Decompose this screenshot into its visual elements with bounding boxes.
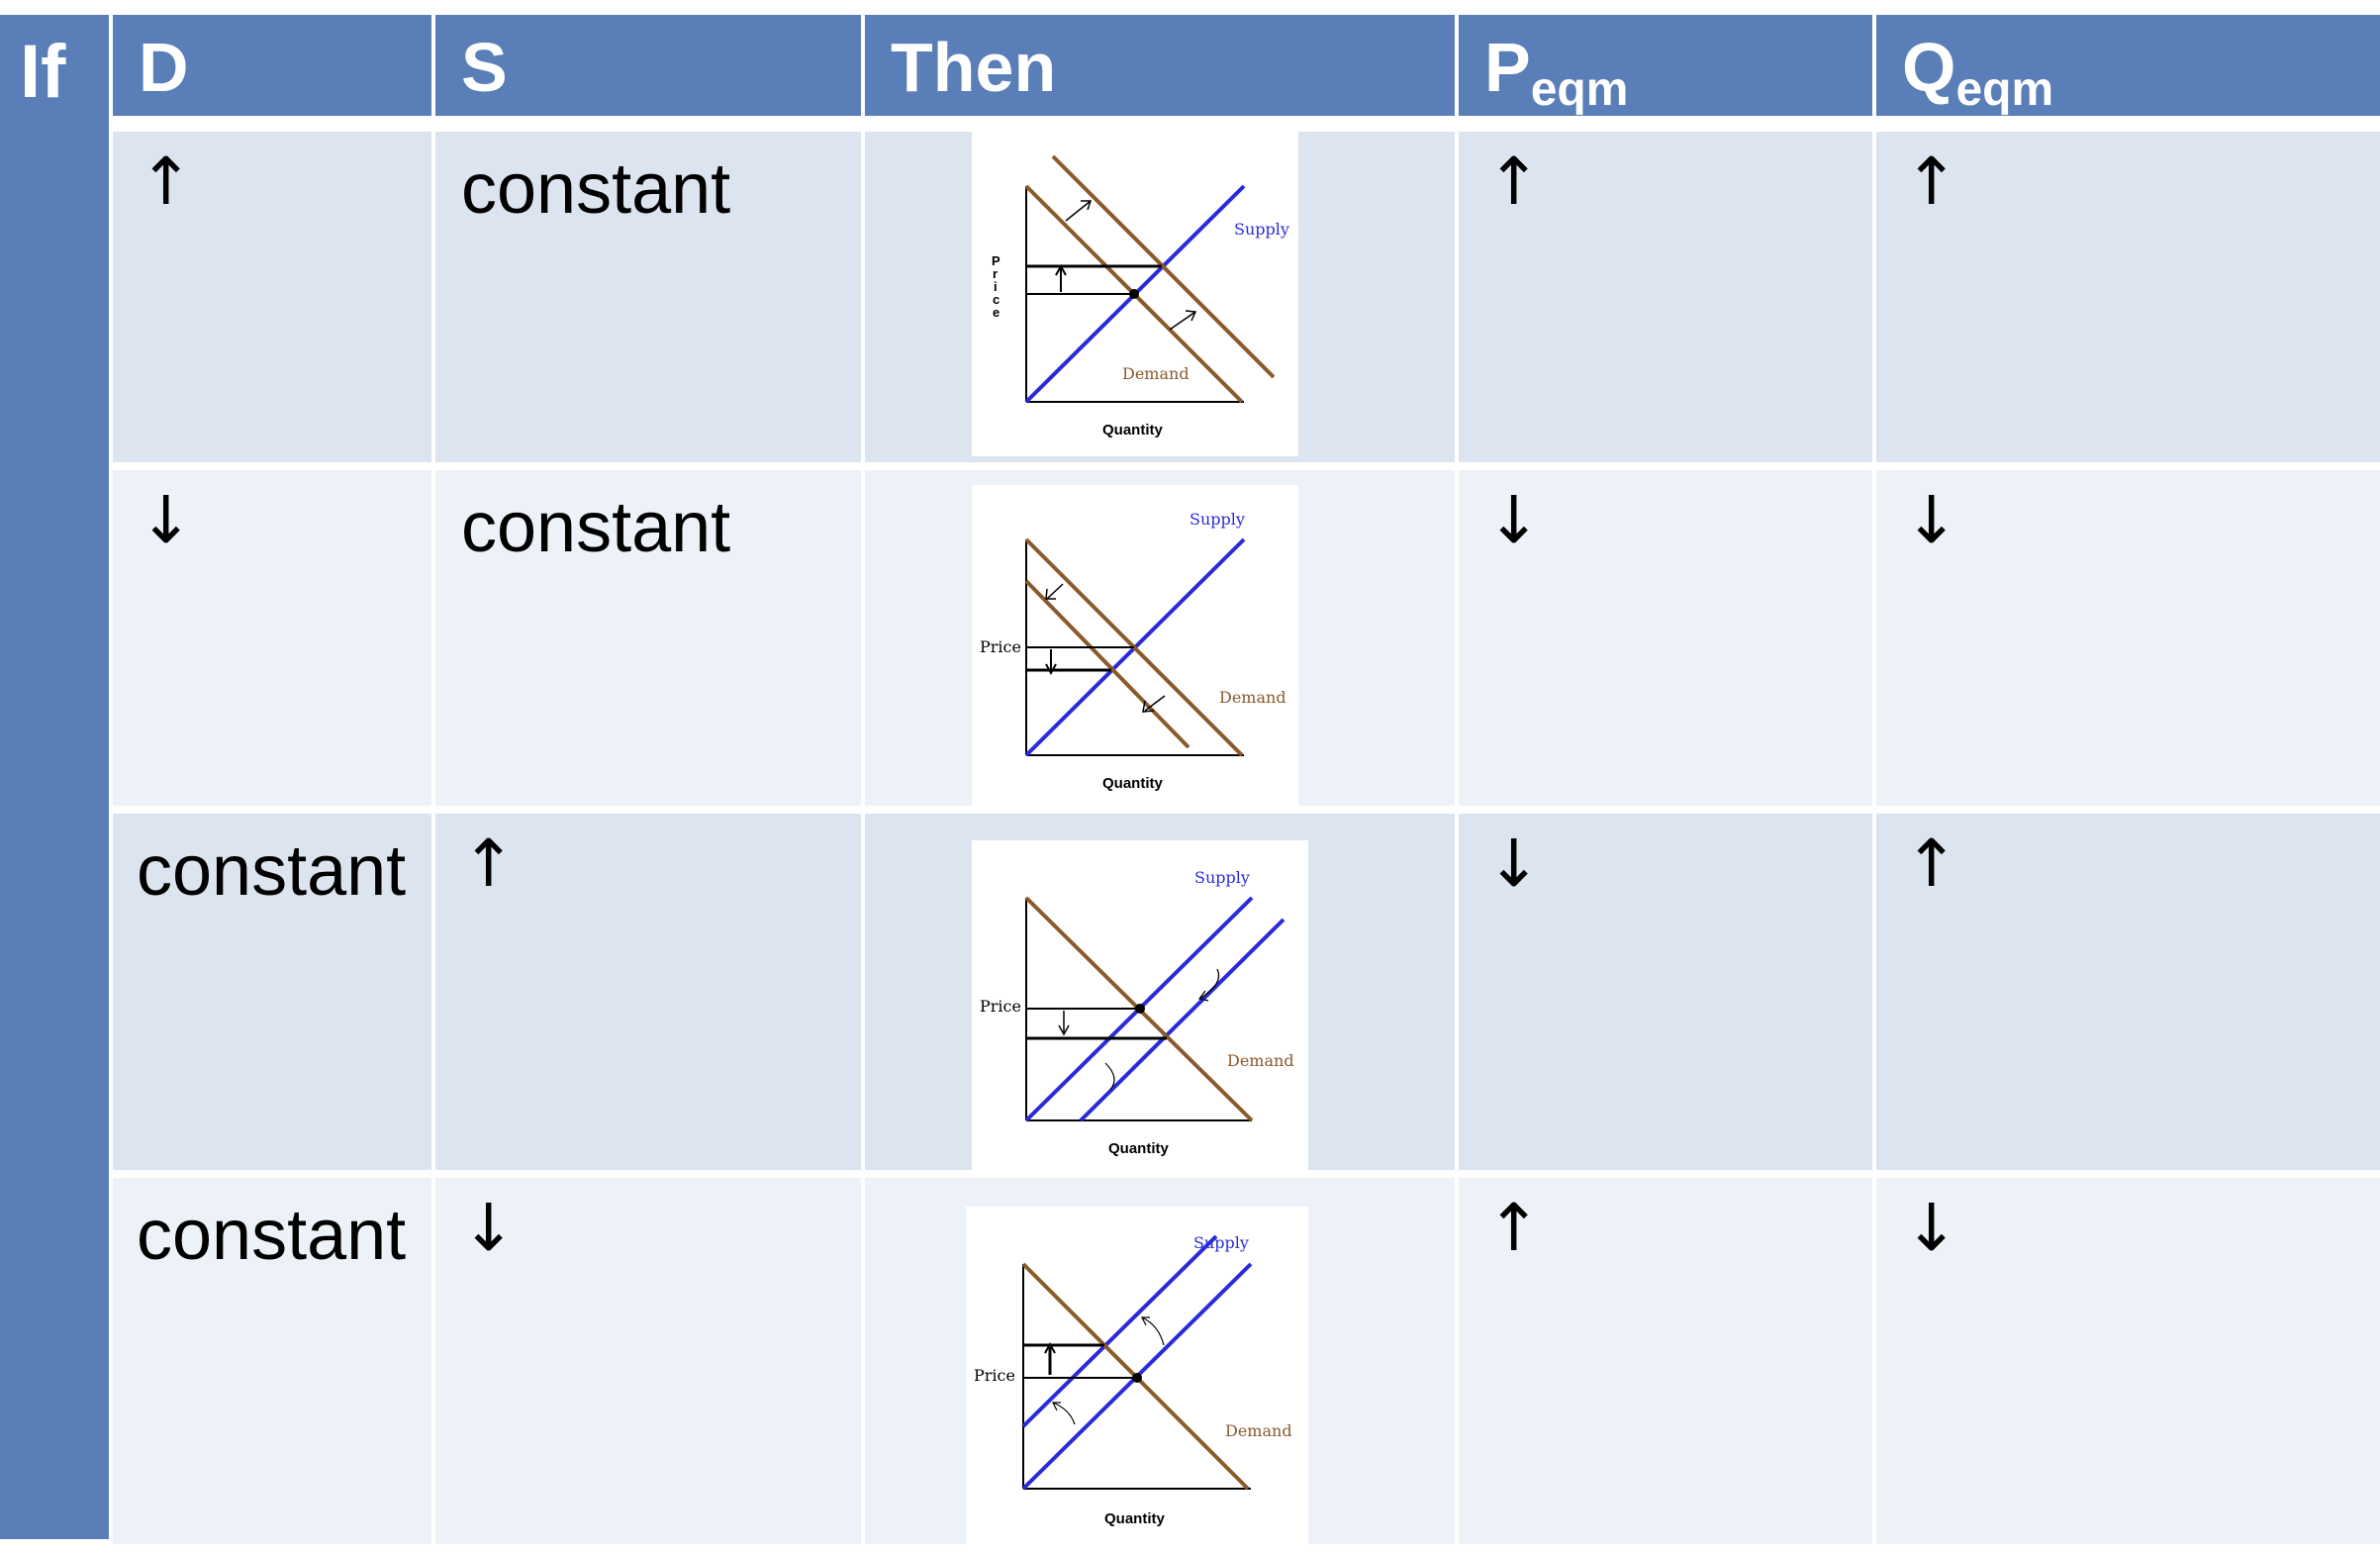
- row4-graph: Supply Demand Quantity Price: [966, 1207, 1308, 1544]
- row1-d-cell: ↑: [113, 132, 431, 462]
- row3-quantity-label: Quantity: [1108, 1140, 1169, 1157]
- row2-quantity-label: Quantity: [1102, 775, 1163, 792]
- supply-curve-new: [1079, 918, 1285, 1122]
- row4-price-label: Price: [974, 1366, 1015, 1385]
- row1-price-r: r: [993, 266, 998, 281]
- header-q-eqm: Qeqm: [1876, 15, 2380, 116]
- header-d-label: D: [139, 29, 189, 106]
- row1-s-cell: constant: [435, 132, 861, 462]
- row2-d-cell: ↓: [113, 470, 431, 806]
- row2-q: ↓: [1904, 482, 1959, 558]
- row2-s: constant: [461, 488, 731, 567]
- row4-d-cell: constant: [113, 1178, 431, 1544]
- row1-q-cell: ↑: [1876, 132, 2380, 462]
- if-column: If: [0, 15, 109, 1539]
- row1-price-p: P: [992, 253, 1000, 268]
- header-s: S: [435, 15, 861, 116]
- row1-p-cell: ↑: [1459, 132, 1872, 462]
- row1-graph: Supply Demand Quantity P r i c e: [972, 132, 1298, 456]
- row2-s-cell: constant: [435, 470, 861, 806]
- row3-price-label: Price: [980, 997, 1021, 1016]
- row2-graph: Supply Demand Quantity Price: [972, 485, 1298, 806]
- row3-supply-label: Supply: [1194, 868, 1250, 887]
- header-d: D: [113, 15, 431, 116]
- row3-s-cell: ↑: [435, 814, 861, 1170]
- row4-p-cell: ↑: [1459, 1178, 1872, 1544]
- demand-curve-new: [1024, 579, 1190, 749]
- row4-s: ↓: [461, 1190, 517, 1266]
- header-q-sub: eqm: [1955, 63, 2054, 116]
- row2-p-cell: ↓: [1459, 470, 1872, 806]
- row4-d: constant: [137, 1196, 407, 1275]
- row1-price-i: i: [994, 279, 998, 294]
- row3-p-cell: ↓: [1459, 814, 1872, 1170]
- row4-demand-label: Demand: [1225, 1421, 1292, 1440]
- header-q-main: Q: [1902, 29, 1956, 106]
- row1-d: ↑: [139, 144, 194, 220]
- row1-s: constant: [461, 149, 731, 229]
- row3-graph: Supply Demand Quantity Price: [972, 840, 1308, 1177]
- row2-price-label: Price: [980, 637, 1021, 656]
- row3-d: constant: [137, 831, 407, 911]
- row4-q-cell: ↓: [1876, 1178, 2380, 1544]
- row3-s: ↑: [461, 826, 517, 902]
- row1-p: ↑: [1486, 144, 1542, 220]
- row4-quantity-label: Quantity: [1104, 1510, 1165, 1527]
- header-then: Then: [865, 15, 1455, 116]
- row3-q: ↑: [1904, 826, 1959, 902]
- row2-q-cell: ↓: [1876, 470, 2380, 806]
- row4-supply-label: Supply: [1193, 1233, 1249, 1252]
- header-p-eqm: Peqm: [1459, 15, 1872, 116]
- header-then-label: Then: [891, 29, 1057, 106]
- demand-curve-new: [1051, 154, 1276, 379]
- row2-p: ↓: [1486, 482, 1542, 558]
- row2-demand-label: Demand: [1219, 688, 1286, 707]
- header-s-label: S: [461, 29, 508, 106]
- header-p-sub: eqm: [1530, 63, 1629, 116]
- row3-d-cell: constant: [113, 814, 431, 1170]
- if-label: If: [20, 30, 66, 114]
- row1-quantity-label: Quantity: [1102, 422, 1163, 438]
- row1-price-c: c: [993, 292, 1000, 307]
- row2-supply-label: Supply: [1190, 510, 1245, 529]
- row1-supply-label: Supply: [1234, 220, 1289, 239]
- row1-demand-label: Demand: [1122, 364, 1190, 383]
- row2-d: ↓: [139, 482, 194, 558]
- row4-s-cell: ↓: [435, 1178, 861, 1544]
- row4-p: ↑: [1486, 1190, 1542, 1266]
- row3-q-cell: ↑: [1876, 814, 2380, 1170]
- row3-p: ↓: [1486, 826, 1542, 902]
- row4-q: ↓: [1904, 1190, 1959, 1266]
- row3-demand-label: Demand: [1227, 1051, 1294, 1070]
- supply-curve-new: [1021, 1234, 1218, 1428]
- row1-price-e: e: [993, 305, 1000, 320]
- header-p-main: P: [1484, 29, 1531, 106]
- row1-q: ↑: [1904, 144, 1959, 220]
